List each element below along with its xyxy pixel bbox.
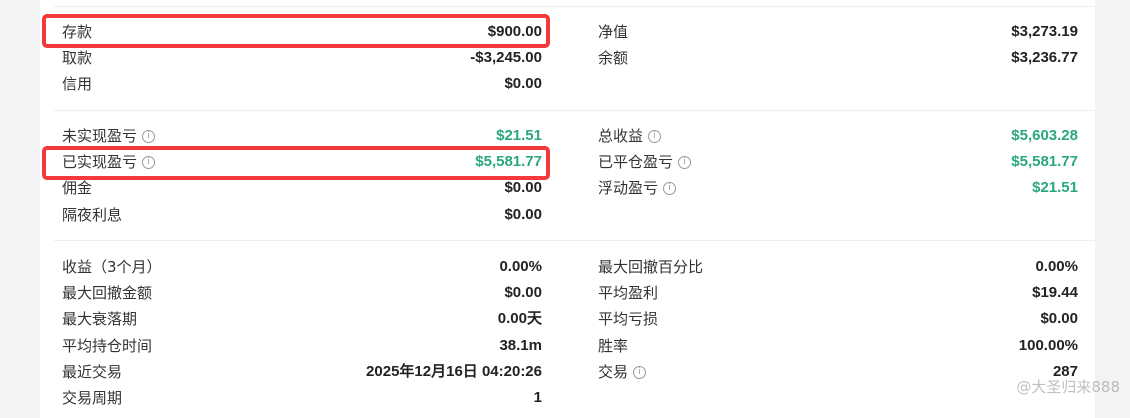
stat-label: 浮动盈亏 [598, 179, 659, 198]
stat-value: 2025年12月16日 04:20:26 [366, 362, 542, 380]
stat-value: $0.00 [504, 179, 542, 197]
stat-row: 隔夜利息 $0.00 [62, 202, 542, 228]
stat-row: 最近交易 2025年12月16日 04:20:26 [62, 359, 542, 385]
stat-value: 287 [1052, 362, 1078, 380]
divider [54, 110, 1095, 111]
stat-row: 交易周期 1 [62, 385, 542, 411]
stat-label: 净值 [598, 23, 629, 41]
stat-label: 交易周期 [62, 389, 123, 407]
stat-value: $5,603.28 [1011, 127, 1078, 144]
stat-value: $3,236.77 [1011, 49, 1078, 67]
stat-value: $0.00 [504, 284, 542, 302]
stat-row: 净值 $3,273.19 [598, 19, 1078, 45]
stat-value: $3,273.19 [1011, 23, 1078, 40]
stat-label: 佣金 [62, 179, 93, 198]
stat-label: 已平仓盈亏 [598, 153, 674, 172]
stat-label: 存款 [62, 23, 93, 41]
stat-row: 胜率 100.00% [598, 333, 1078, 359]
stat-row: 未实现盈亏 i $21.51 [62, 123, 542, 149]
info-icon[interactable]: i [648, 130, 661, 143]
stat-row: 最大回撤百分比 0.00% [598, 254, 1078, 280]
stat-value: -$3,245.00 [470, 49, 542, 67]
info-icon[interactable]: i [663, 182, 676, 196]
info-icon[interactable]: i [142, 156, 155, 170]
stat-value: 100.00% [1018, 336, 1078, 354]
stat-value: $0.00 [504, 75, 542, 93]
stat-label: 最近交易 [62, 362, 123, 381]
stat-label: 平均盈利 [598, 284, 659, 303]
stat-row: 余额 $3,236.77 [598, 45, 1078, 71]
stat-row: 取款 -$3,245.00 [62, 45, 542, 71]
watermark: @大圣归来888 [1016, 378, 1120, 396]
stat-label: 平均持仓时间 [62, 336, 153, 355]
stat-label: 总收益 [598, 127, 644, 145]
stat-row: 总收益 i $5,603.28 [598, 123, 1078, 149]
stat-value: 0.00天 [497, 310, 542, 328]
divider [54, 240, 1095, 241]
stat-value: $900.00 [487, 23, 542, 40]
stat-label: 未实现盈亏 [62, 127, 138, 145]
stat-row: 平均盈利 $19.44 [598, 280, 1078, 306]
stat-label: 最大回撤百分比 [598, 258, 704, 276]
stat-label: 交易 [598, 362, 629, 381]
stat-row: 交易 i 287 [598, 359, 1078, 385]
stat-label: 平均亏损 [598, 310, 659, 329]
stat-row: 已平仓盈亏 i $5,581.77 [598, 149, 1078, 175]
stat-value: $0.00 [1040, 310, 1078, 328]
stat-value: 38.1m [499, 336, 542, 354]
stat-value: $5,581.77 [475, 153, 542, 171]
stat-value: $21.51 [496, 127, 542, 144]
stat-row: 平均持仓时间 38.1m [62, 333, 542, 359]
info-icon[interactable]: i [678, 156, 691, 170]
stat-row: 最大回撤金额 $0.00 [62, 280, 542, 306]
divider [54, 6, 1095, 7]
stat-label: 已实现盈亏 [62, 153, 138, 172]
stat-label: 收益（3个月） [62, 258, 162, 276]
stat-row: 最大衰落期 0.00天 [62, 306, 542, 332]
highlight-box-realized-pnl [42, 146, 550, 180]
stat-value: $0.00 [504, 205, 542, 223]
info-icon[interactable]: i [142, 130, 155, 143]
highlight-box-deposit [42, 14, 550, 48]
stat-row: 浮动盈亏 i $21.51 [598, 175, 1078, 201]
stat-value: $19.44 [1032, 284, 1078, 302]
stat-label: 最大衰落期 [62, 310, 138, 329]
stat-value: $21.51 [1032, 179, 1078, 197]
stat-row: 收益（3个月） 0.00% [62, 254, 542, 280]
stat-row: 佣金 $0.00 [62, 175, 542, 201]
stat-value: 0.00% [1035, 258, 1078, 275]
stat-value: 1 [533, 389, 542, 406]
account-stats-panel: 存款 $900.00 取款 -$3,245.00 信用 $0.00 净值 $3,273.19 余… [40, 0, 1095, 418]
stat-value: 0.00% [499, 258, 542, 275]
info-icon[interactable]: i [633, 365, 646, 379]
stat-row: 平均亏损 $0.00 [598, 306, 1078, 332]
stat-label: 隔夜利息 [62, 205, 123, 224]
stat-row: 信用 $0.00 [62, 71, 542, 97]
stat-label: 最大回撤金额 [62, 284, 153, 303]
stat-value: $5,581.77 [1011, 153, 1078, 171]
stat-row: 存款 $900.00 [62, 19, 542, 45]
stat-label: 信用 [62, 75, 93, 94]
stat-label: 余额 [598, 49, 629, 68]
stat-label: 胜率 [598, 336, 629, 355]
stat-label: 取款 [62, 49, 93, 68]
stat-row: 已实现盈亏 i $5,581.77 [62, 149, 542, 175]
